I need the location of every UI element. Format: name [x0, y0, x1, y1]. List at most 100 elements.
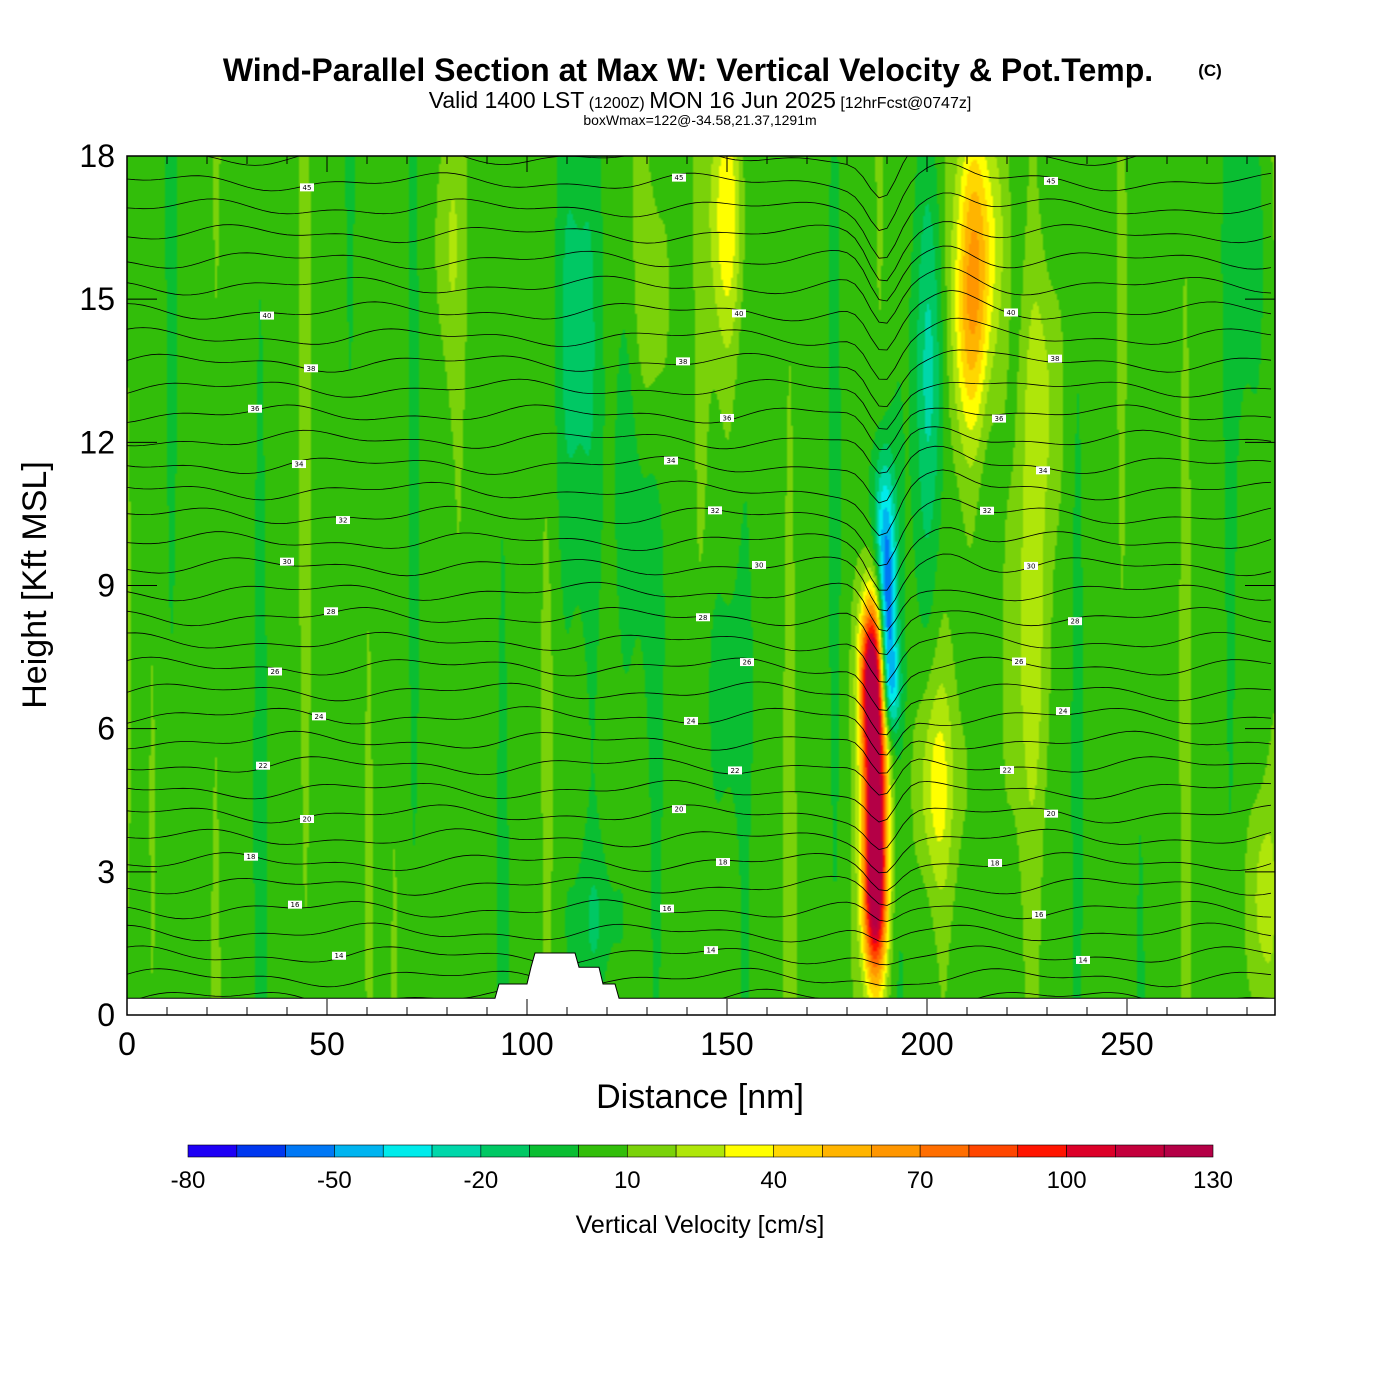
theta-contour-30: [127, 553, 1272, 612]
contour-label-bg: [336, 516, 350, 525]
contour-label-bg: [716, 858, 730, 867]
contour-label-bg: [280, 557, 294, 566]
theta-contour-15: [127, 922, 1272, 943]
theta-contour-13: [127, 967, 1272, 988]
theta-contour-37: [127, 378, 1272, 430]
colorbar-swatch: [187, 1144, 238, 1158]
theta-contour-25: [127, 681, 1272, 736]
theta-contour-33: [127, 469, 1272, 536]
colorbar-tick-label: -80: [171, 1167, 206, 1194]
theta-contour-36: [127, 404, 1272, 450]
contour-label: 32: [983, 507, 992, 515]
contour-label: 14: [335, 952, 344, 960]
contour-label-bg: [720, 413, 734, 422]
contour-label-bg: [660, 904, 674, 913]
chart-title: Wind-Parallel Section at Max W: Vertical…: [223, 52, 1153, 88]
theta-contour-45: [127, 162, 1272, 231]
contour-label-bg: [732, 309, 746, 318]
x-tick-label: 150: [700, 1026, 753, 1062]
colorbar-swatch: [675, 1144, 726, 1158]
contour-label: 34: [667, 457, 676, 465]
colorbar-swatch: [773, 1144, 823, 1158]
contour-label: 16: [291, 901, 300, 909]
contour-label-bg: [684, 716, 698, 725]
theta-contour-43: [127, 221, 1272, 282]
contour-label: 26: [1015, 658, 1024, 666]
theta-contour-29: [127, 581, 1272, 632]
colorbar-tick-label: -50: [317, 1167, 352, 1194]
contour-label-bg: [1000, 765, 1014, 774]
colorbar-swatch: [1017, 1144, 1067, 1158]
contour-label: 24: [687, 717, 696, 725]
contour-label: 40: [1007, 309, 1016, 317]
colorbar-tick-label: 130: [1193, 1167, 1233, 1194]
contour-label-bg: [248, 404, 262, 413]
contour-label-bg: [268, 667, 282, 676]
contour-label-bg: [1068, 617, 1082, 626]
contour-label-bg: [664, 456, 678, 465]
colorbar-swatch: [871, 1144, 921, 1158]
y-tick-label: 12: [79, 424, 115, 460]
colorbar-tick-label: 100: [1047, 1167, 1087, 1194]
theta-contour-40: [127, 289, 1272, 351]
forecast-info: [12hrFcst@0747z]: [840, 95, 971, 112]
contour-label: 28: [1071, 618, 1080, 626]
contour-label-bg: [332, 951, 346, 960]
contour-label: 28: [327, 608, 336, 616]
theta-contour-21: [127, 779, 1272, 823]
theta-contour-32: [127, 497, 1272, 567]
contour-label-bg: [304, 364, 318, 373]
contour-label-bg: [1076, 955, 1090, 964]
contour-label: 30: [283, 558, 292, 566]
contour-label-bg: [696, 613, 710, 622]
contour-label-bg: [672, 805, 686, 814]
contour-label: 40: [735, 310, 744, 318]
contour-label-bg: [1004, 308, 1018, 317]
theta-contour-35: [127, 426, 1272, 474]
valid-line: Valid 1400 LST (1200Z) MON 16 Jun 2025 […: [429, 87, 972, 113]
x-tick-label: 100: [500, 1026, 553, 1062]
contour-label-bg: [752, 560, 766, 569]
theta-contour-39: [127, 317, 1272, 380]
contour-label: 18: [247, 853, 256, 861]
contour-label-bg: [292, 460, 306, 469]
boxwmax-info: boxWmax=122@-34.58,21.37,1291m: [583, 112, 816, 128]
contour-label: 18: [991, 859, 1000, 867]
valid-date: MON 16 Jun 2025: [649, 87, 836, 113]
theta-contour-23: [127, 730, 1272, 774]
contour-label-bg: [300, 814, 314, 823]
contour-label: 36: [251, 405, 260, 413]
contour-label-bg: [312, 712, 326, 721]
colorbar-swatch: [919, 1144, 970, 1158]
colorbar-swatch: [626, 1144, 677, 1158]
x-axis: 0 50 100 150 200 250: [118, 156, 1248, 1062]
contour-label: 38: [307, 365, 316, 373]
contour-label: 22: [731, 767, 740, 775]
contour-label: 26: [271, 668, 280, 676]
colorbar-tick-label: -20: [464, 1167, 499, 1194]
contour-label-bg: [740, 658, 754, 667]
colorbar-swatch: [1066, 1144, 1116, 1158]
contour-label: 16: [1035, 911, 1044, 919]
y-axis-label: Height [Kft MSL]: [16, 461, 54, 709]
terrain: [127, 952, 1275, 1015]
x-tick-label: 200: [900, 1026, 953, 1062]
contour-label-bg: [704, 946, 718, 955]
contour-label-bg: [288, 900, 302, 909]
contour-label: 26: [743, 659, 752, 667]
contour-labels: 14 14 14 16 16 16 18 18 18 20 20 20 22 22 22 24 24 24 26 26…: [244, 173, 1090, 964]
contour-label: 45: [1047, 177, 1056, 185]
theta-contour-17: [127, 875, 1272, 906]
contour-label-bg: [1056, 707, 1070, 716]
contour-label-bg: [300, 183, 314, 192]
contour-label: 30: [755, 561, 764, 569]
contour-label: 20: [1047, 810, 1056, 818]
theta-contour-20: [127, 804, 1272, 851]
contour-label: 14: [1079, 956, 1088, 964]
colorbar-swatch: [382, 1144, 433, 1158]
theta-contour-27: [127, 631, 1272, 683]
contour-label: 24: [1059, 708, 1068, 716]
potential-temperature-contours: [127, 156, 1272, 1008]
